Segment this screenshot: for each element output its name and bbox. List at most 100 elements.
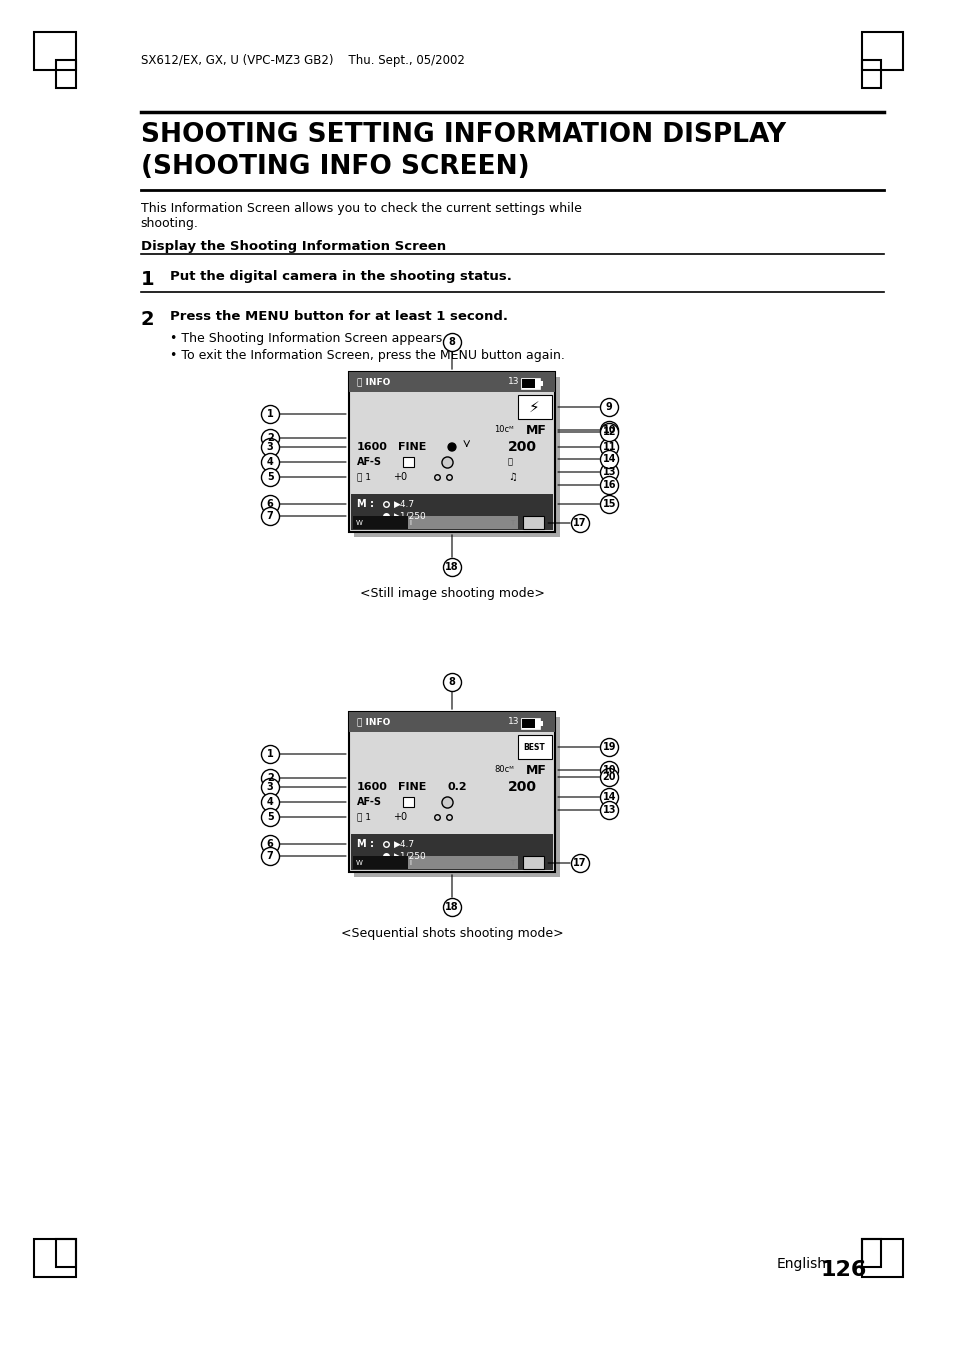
Text: 10: 10 [602,425,616,435]
Text: 10: 10 [602,765,616,775]
Text: This Information Screen allows you to check the current settings while: This Information Screen allows you to ch… [140,201,580,215]
Text: 13: 13 [507,377,519,387]
Text: AF-S: AF-S [356,457,381,466]
Text: 12: 12 [602,427,616,437]
Text: 3: 3 [267,781,274,792]
Text: 16: 16 [602,480,616,489]
Text: ⌛ 1: ⌛ 1 [356,813,371,822]
Text: 14: 14 [602,454,616,464]
Text: 200: 200 [507,439,537,454]
Text: 126: 126 [820,1260,866,1280]
Circle shape [448,443,456,452]
Text: Put the digital camera in the shooting status.: Put the digital camera in the shooting s… [170,270,512,283]
Bar [402,457,414,466]
Text: 80ᴄᴹ: 80ᴄᴹ [494,765,514,775]
Bar [34,1238,75,1278]
Bar [353,516,407,529]
Bar [353,856,517,869]
Bar [349,372,555,531]
Text: 5: 5 [267,472,274,483]
Text: 1: 1 [267,749,274,758]
Bar [402,796,414,807]
Text: ⓘ INFO: ⓘ INFO [356,377,390,387]
Text: 14: 14 [602,792,616,802]
Text: SHOOTING SETTING INFORMATION DISPLAY: SHOOTING SETTING INFORMATION DISPLAY [140,122,785,147]
Text: M :: M : [356,499,374,508]
Text: 4: 4 [267,457,274,466]
Text: 200: 200 [507,780,537,794]
Text: • The Shooting Information Screen appears.: • The Shooting Information Screen appear… [170,333,446,345]
Text: 2: 2 [267,773,274,783]
Text: 13: 13 [602,466,616,477]
Text: W: W [355,860,362,867]
Bar [861,59,881,88]
Text: W: W [355,521,362,526]
Text: 2: 2 [140,310,154,329]
Text: 18: 18 [445,902,458,913]
Text: 10ᴄᴹ: 10ᴄᴹ [494,426,514,434]
Text: +0: +0 [393,813,407,822]
Text: Display the Shooting Information Screen: Display the Shooting Information Screen [140,241,445,253]
Bar [539,381,543,387]
Text: 0.2: 0.2 [447,781,466,792]
Text: 3: 3 [267,442,274,452]
Text: 1600: 1600 [356,442,387,452]
Text: 9: 9 [605,402,612,412]
Text: 19: 19 [602,742,616,752]
Text: BEST: BEST [523,742,545,752]
Text: T: T [510,860,514,867]
Bar [517,735,552,758]
Text: I: I [410,521,412,526]
Text: 7: 7 [267,511,274,521]
Text: 8: 8 [448,337,455,347]
Text: +0: +0 [393,472,407,483]
Text: 15: 15 [602,499,616,508]
Text: <Sequential shots shooting mode>: <Sequential shots shooting mode> [340,927,562,940]
Text: • To exit the Information Screen, press the MENU button again.: • To exit the Information Screen, press … [170,349,564,362]
Bar [521,719,534,727]
Text: MF: MF [525,764,546,776]
Text: ⌛ 1: ⌛ 1 [356,472,371,481]
Text: 13: 13 [507,718,519,726]
Text: English: English [776,1257,825,1271]
Bar [861,1238,902,1278]
Text: 1600: 1600 [356,781,387,792]
Text: 17: 17 [573,518,586,529]
Text: FINE: FINE [397,442,426,452]
Text: (SHOOTING INFO SCREEN): (SHOOTING INFO SCREEN) [140,154,529,180]
Text: M :: M : [356,840,374,849]
Text: ▶1/250: ▶1/250 [394,852,426,860]
Bar [520,379,539,389]
Text: AF-S: AF-S [356,796,381,807]
Text: FINE: FINE [397,781,426,792]
Bar [351,493,553,530]
Text: ⓘ INFO: ⓘ INFO [356,718,390,726]
Text: 13: 13 [602,804,616,815]
Text: 7: 7 [267,850,274,861]
Bar [351,834,553,869]
Text: 🎤: 🎤 [507,457,513,466]
Bar [517,395,552,419]
Bar [521,379,534,388]
Text: 1: 1 [140,270,154,289]
Bar [56,59,75,88]
Bar [353,856,407,869]
Bar [349,372,555,392]
Text: 11: 11 [602,442,616,452]
Text: shooting.: shooting. [140,218,198,230]
Text: 2: 2 [267,433,274,443]
Text: T: T [510,521,514,526]
Text: I: I [410,860,412,867]
Bar [539,721,543,726]
Bar [354,377,559,537]
Text: SX612/EX, GX, U (VPC-MZ3 GB2)    Thu. Sept., 05/2002: SX612/EX, GX, U (VPC-MZ3 GB2) Thu. Sept.… [140,54,464,68]
Bar [34,32,75,70]
Text: ▶1/250: ▶1/250 [394,511,426,521]
Bar [354,717,559,877]
Bar [56,1238,75,1267]
Text: 18: 18 [445,562,458,572]
Text: ♫: ♫ [507,472,517,483]
Text: 4: 4 [267,796,274,807]
Text: ▶4.7: ▶4.7 [394,840,415,849]
Text: 5: 5 [267,813,274,822]
